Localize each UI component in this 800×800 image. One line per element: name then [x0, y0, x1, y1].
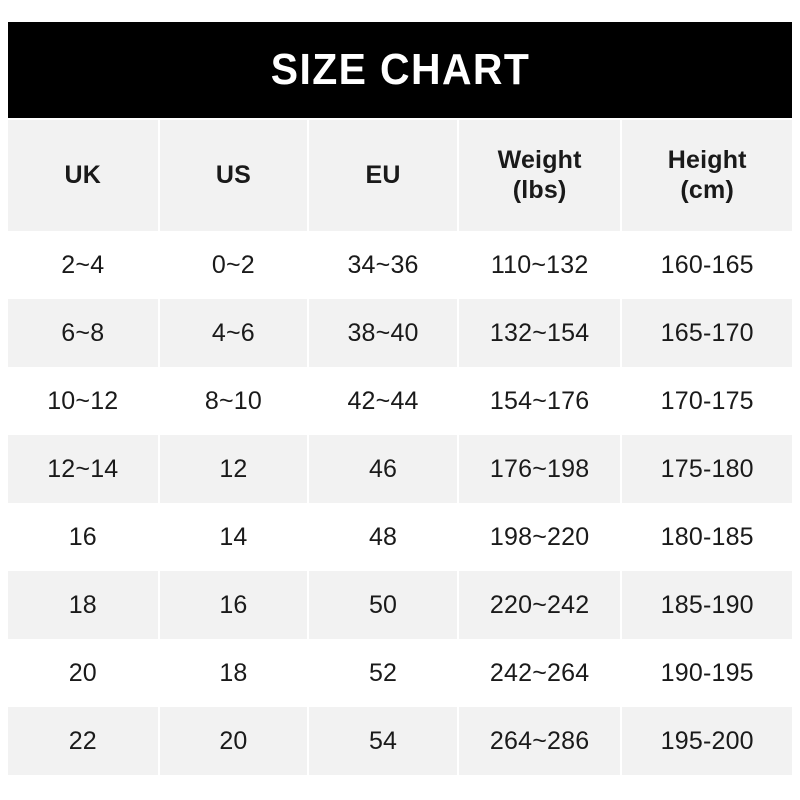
cell-eu: 52: [309, 639, 457, 707]
cell-uk: 20: [8, 639, 158, 707]
cell-weight: 176~198: [458, 435, 621, 503]
column-header-weight-unit: (lbs): [512, 175, 567, 204]
cell-height: 180-185: [622, 503, 792, 571]
cell-us: 18: [159, 639, 308, 707]
cell-weight: 110~132: [458, 231, 621, 299]
cell-weight: 242~264: [458, 639, 621, 707]
size-chart-table: UK US EU Weight (lbs): [8, 120, 792, 775]
page-title: SIZE CHART: [270, 45, 530, 94]
cell-us: 14: [159, 503, 308, 571]
table-row: 6~8 4~6 38~40 132~154 165-170: [8, 299, 792, 367]
table-header-row: UK US EU Weight (lbs): [8, 120, 792, 231]
cell-uk: 10~12: [8, 367, 158, 435]
table-row: 18 16 50 220~242 185-190: [8, 571, 792, 639]
cell-weight: 264~286: [458, 707, 621, 775]
cell-height: 175-180: [622, 435, 792, 503]
cell-height: 165-170: [622, 299, 792, 367]
cell-us: 8~10: [159, 367, 308, 435]
cell-eu: 46: [309, 435, 457, 503]
cell-eu: 42~44: [309, 367, 457, 435]
table-row: 20 18 52 242~264 190-195: [8, 639, 792, 707]
column-header-uk-label: UK: [64, 160, 102, 189]
cell-us: 0~2: [159, 231, 308, 299]
cell-weight: 220~242: [458, 571, 621, 639]
cell-eu: 34~36: [309, 231, 457, 299]
column-header-us: US: [159, 120, 308, 231]
cell-weight: 132~154: [458, 299, 621, 367]
column-header-weight: Weight (lbs): [458, 120, 621, 231]
cell-eu: 38~40: [309, 299, 457, 367]
size-chart-banner: SIZE CHART: [8, 22, 792, 118]
cell-eu: 54: [309, 707, 457, 775]
column-header-eu: EU: [309, 120, 457, 231]
cell-uk: 2~4: [8, 231, 158, 299]
cell-us: 16: [159, 571, 308, 639]
cell-uk: 22: [8, 707, 158, 775]
cell-uk: 18: [8, 571, 158, 639]
table-row: 16 14 48 198~220 180-185: [8, 503, 792, 571]
table-row: 10~12 8~10 42~44 154~176 170-175: [8, 367, 792, 435]
cell-eu: 48: [309, 503, 457, 571]
cell-us: 4~6: [159, 299, 308, 367]
column-header-us-label: US: [215, 160, 251, 189]
cell-uk: 6~8: [8, 299, 158, 367]
cell-height: 170-175: [622, 367, 792, 435]
column-header-height-unit: (cm): [680, 175, 734, 204]
column-header-weight-label: Weight: [497, 146, 582, 174]
cell-us: 12: [159, 435, 308, 503]
cell-height: 190-195: [622, 639, 792, 707]
cell-height: 185-190: [622, 571, 792, 639]
column-header-height-label: Height: [667, 146, 747, 174]
cell-uk: 12~14: [8, 435, 158, 503]
table-row: 22 20 54 264~286 195-200: [8, 707, 792, 775]
cell-weight: 154~176: [458, 367, 621, 435]
column-header-height: Height (cm): [622, 120, 792, 231]
cell-uk: 16: [8, 503, 158, 571]
cell-height: 160-165: [622, 231, 792, 299]
table-row: 2~4 0~2 34~36 110~132 160-165: [8, 231, 792, 299]
column-header-eu-label: EU: [365, 160, 401, 189]
cell-us: 20: [159, 707, 308, 775]
cell-eu: 50: [309, 571, 457, 639]
cell-weight: 198~220: [458, 503, 621, 571]
cell-height: 195-200: [622, 707, 792, 775]
table-row: 12~14 12 46 176~198 175-180: [8, 435, 792, 503]
column-header-uk: UK: [8, 120, 158, 231]
